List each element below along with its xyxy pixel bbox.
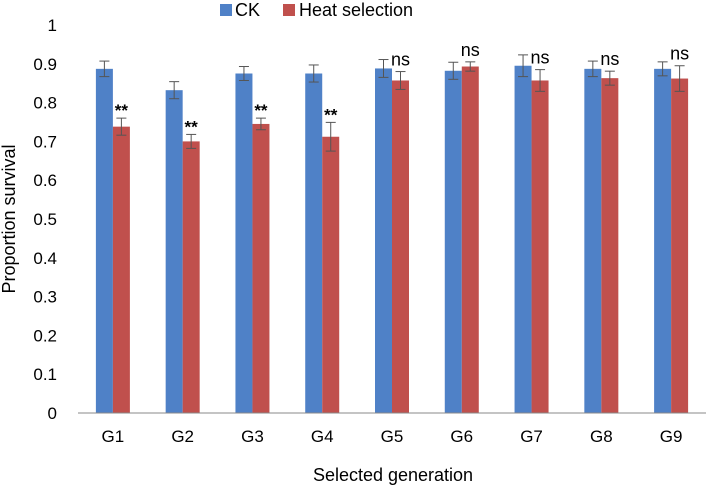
- y-tick-label: 0.1: [33, 365, 57, 384]
- legend-swatch-heat-selection: [283, 4, 295, 16]
- x-axis-ticks: G1 G2 G3 G4 G5 G6 G7 G8 G9: [102, 427, 683, 446]
- significance-label: ns: [600, 49, 619, 69]
- bar-heat-selection-g3: [252, 123, 270, 413]
- x-tick-label: G8: [590, 427, 613, 446]
- bar-ck-g7: [514, 65, 532, 414]
- y-tick-label: 0.4: [33, 249, 57, 268]
- legend-label-ck: CK: [235, 0, 260, 20]
- y-tick-label: 0.3: [33, 288, 57, 307]
- bar-ck-g9: [654, 68, 672, 414]
- bar-heat-selection-g5: [392, 80, 409, 413]
- x-tick-label: G1: [102, 427, 125, 446]
- legend-swatch-ck: [220, 4, 232, 16]
- y-tick-label: 0.8: [33, 94, 57, 113]
- x-tick-label: G4: [311, 427, 334, 446]
- y-tick-label: 0.9: [33, 55, 57, 74]
- legend-label-heat-selection: Heat selection: [299, 0, 413, 20]
- significance-label: **: [115, 101, 129, 120]
- bar-heat-selection-g6: [461, 66, 479, 414]
- bar-heat-selection-g7: [531, 80, 549, 413]
- y-tick-label: 0.5: [33, 210, 57, 229]
- x-tick-label: G3: [241, 427, 264, 446]
- y-tick-label: 0.7: [33, 132, 57, 151]
- y-axis-title: Proportion survival: [0, 144, 19, 293]
- x-tick-label: G5: [381, 427, 404, 446]
- bar-ck-g8: [584, 68, 602, 414]
- bar-ck-g1: [95, 68, 113, 414]
- y-tick-label: 0.2: [33, 326, 57, 345]
- y-tick-label: 1: [48, 16, 57, 35]
- bar-ck-g4: [305, 73, 323, 413]
- bar-ck-g5: [375, 68, 392, 414]
- significance-label: **: [324, 105, 338, 124]
- bar-heat-selection-g8: [601, 78, 619, 413]
- x-axis-title: Selected generation: [313, 465, 473, 485]
- y-tick-label: 0.6: [33, 171, 57, 190]
- plot-area: ** ** ** ** ns ns ns ns ns: [95, 40, 689, 414]
- significance-label: ns: [531, 48, 550, 68]
- significance-label: ns: [461, 40, 480, 60]
- bar-heat-selection-g4: [322, 136, 340, 413]
- legend: CK Heat selection: [220, 0, 413, 20]
- y-axis-ticks: 0 0.1 0.2 0.3 0.4 0.5 0.6 0.7 0.8 0.9 1: [33, 16, 57, 423]
- y-tick-label: 0: [48, 404, 57, 423]
- x-tick-label: G9: [660, 427, 683, 446]
- bar-ck-g6: [444, 70, 462, 413]
- significance-label: ns: [670, 44, 689, 64]
- bar-heat-selection-g9: [671, 78, 689, 413]
- x-tick-label: G7: [520, 427, 543, 446]
- x-tick-label: G2: [171, 427, 194, 446]
- bar-heat-selection-g1: [112, 126, 130, 413]
- significance-label: **: [185, 117, 199, 136]
- bar-ck-g2: [165, 90, 183, 414]
- bar-heat-selection-g2: [182, 141, 200, 413]
- significance-label: ns: [391, 50, 410, 70]
- significance-label: **: [254, 101, 268, 120]
- x-tick-label: G6: [450, 427, 473, 446]
- bar-ck-g3: [235, 73, 253, 413]
